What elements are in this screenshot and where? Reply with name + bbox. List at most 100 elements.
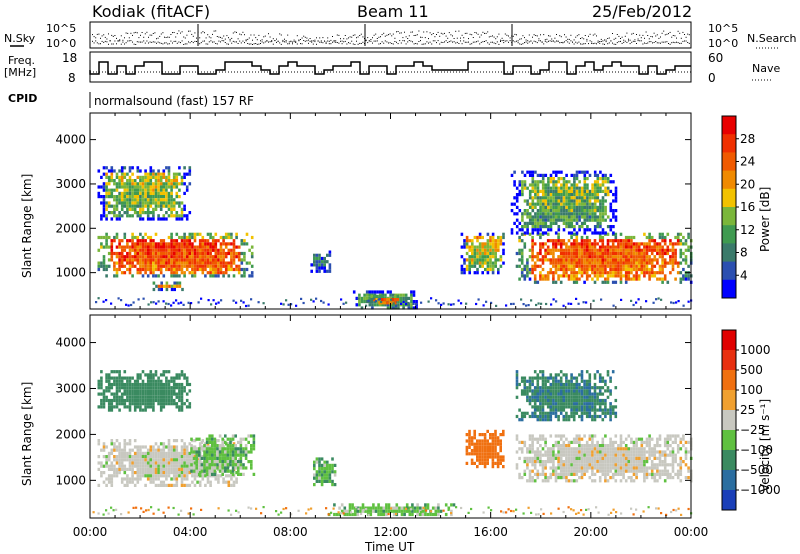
power-cell [214,274,218,278]
velocity-cell [313,463,316,467]
power-cell [526,274,529,278]
velocity-cell [671,450,675,454]
velocity-cell [231,437,235,441]
power-cell [601,245,605,249]
power-cell [617,255,620,259]
power-cell [546,245,550,249]
power-cell [559,264,563,268]
power-cell [126,188,129,192]
power-cell [573,196,576,200]
power-cell [539,245,542,249]
velocity-cell [523,386,527,390]
power-cell [578,245,581,249]
power-cell [315,256,319,261]
velocity-cell [318,473,321,477]
velocity-cell [604,472,607,476]
power-cell [557,277,560,281]
power-cell [627,255,631,259]
power-cell [123,271,127,275]
power-cell [609,228,613,232]
power-cell [648,271,651,275]
velocity-cell [191,461,194,465]
power-cell [165,201,168,205]
velocity-cell [567,456,571,460]
power-cell [596,255,599,259]
power-cell [604,251,607,256]
velocity-cell [206,477,210,481]
velocity-cell [340,509,344,513]
power-cell [606,255,610,259]
velocity-cell [208,450,211,454]
velocity-cell [609,437,612,441]
velocity-cell [494,433,497,437]
velocity-cell [188,389,192,393]
velocity-cell [110,408,114,412]
velocity-cell [193,445,197,449]
power-cell [133,201,137,205]
power-cell [612,304,615,307]
power-cell [232,255,236,259]
velocity-cell [523,392,527,396]
velocity-cell [211,471,215,475]
power-cell [567,251,571,256]
power-cell [575,205,579,209]
power-cell [393,301,397,305]
velocity-cell [601,450,605,454]
power-cell [650,261,654,265]
power-cell [230,255,233,259]
velocity-cell [107,376,111,380]
velocity-cell [183,464,186,468]
power-cell [188,232,192,236]
power-cell [549,251,553,256]
power-cell [146,185,150,189]
power-cell [598,248,602,252]
velocity-cell [630,469,633,473]
power-cell [536,231,540,235]
power-cell [580,205,584,209]
velocity-cell [562,476,566,480]
velocity-cell [483,442,487,446]
velocity-cell [539,472,542,476]
power-cell [235,245,238,249]
power-cell [149,267,153,272]
power-cell [149,195,153,199]
power-cell [650,264,654,268]
power-cell [583,212,587,216]
power-cell [185,267,189,272]
power-cell [196,232,199,236]
power-cell [578,205,581,209]
power-cell [415,306,418,310]
velocity-cell [528,460,532,464]
power-cell [541,209,545,213]
power-cell [107,169,111,173]
power-cell [157,264,160,268]
power-cell [627,264,631,268]
velocity-cell [226,469,230,473]
velocity-cell [643,469,646,473]
velocity-cell [193,483,197,487]
velocity-cell [192,450,196,454]
power-cell [593,264,597,268]
velocity-cell [180,408,184,412]
power-cell [468,245,471,249]
velocity-cell [588,476,592,480]
velocity-cell [232,442,236,446]
power-cell [601,218,605,222]
power-cell [562,193,566,197]
power-cell [679,280,683,284]
power-cell [544,193,548,197]
power-cell [583,271,586,275]
power-cell [552,251,555,256]
power-cell [570,248,573,252]
power-cell [136,204,140,208]
velocity-cell [149,389,153,393]
velocity-cell [374,506,378,510]
power-cell [175,267,179,272]
velocity-cell [674,434,677,438]
power-cell [159,258,163,262]
power-cell [526,258,529,262]
power-cell [328,266,332,270]
power-cell [141,195,145,199]
power-cell [609,173,613,177]
power-cell [310,298,313,301]
